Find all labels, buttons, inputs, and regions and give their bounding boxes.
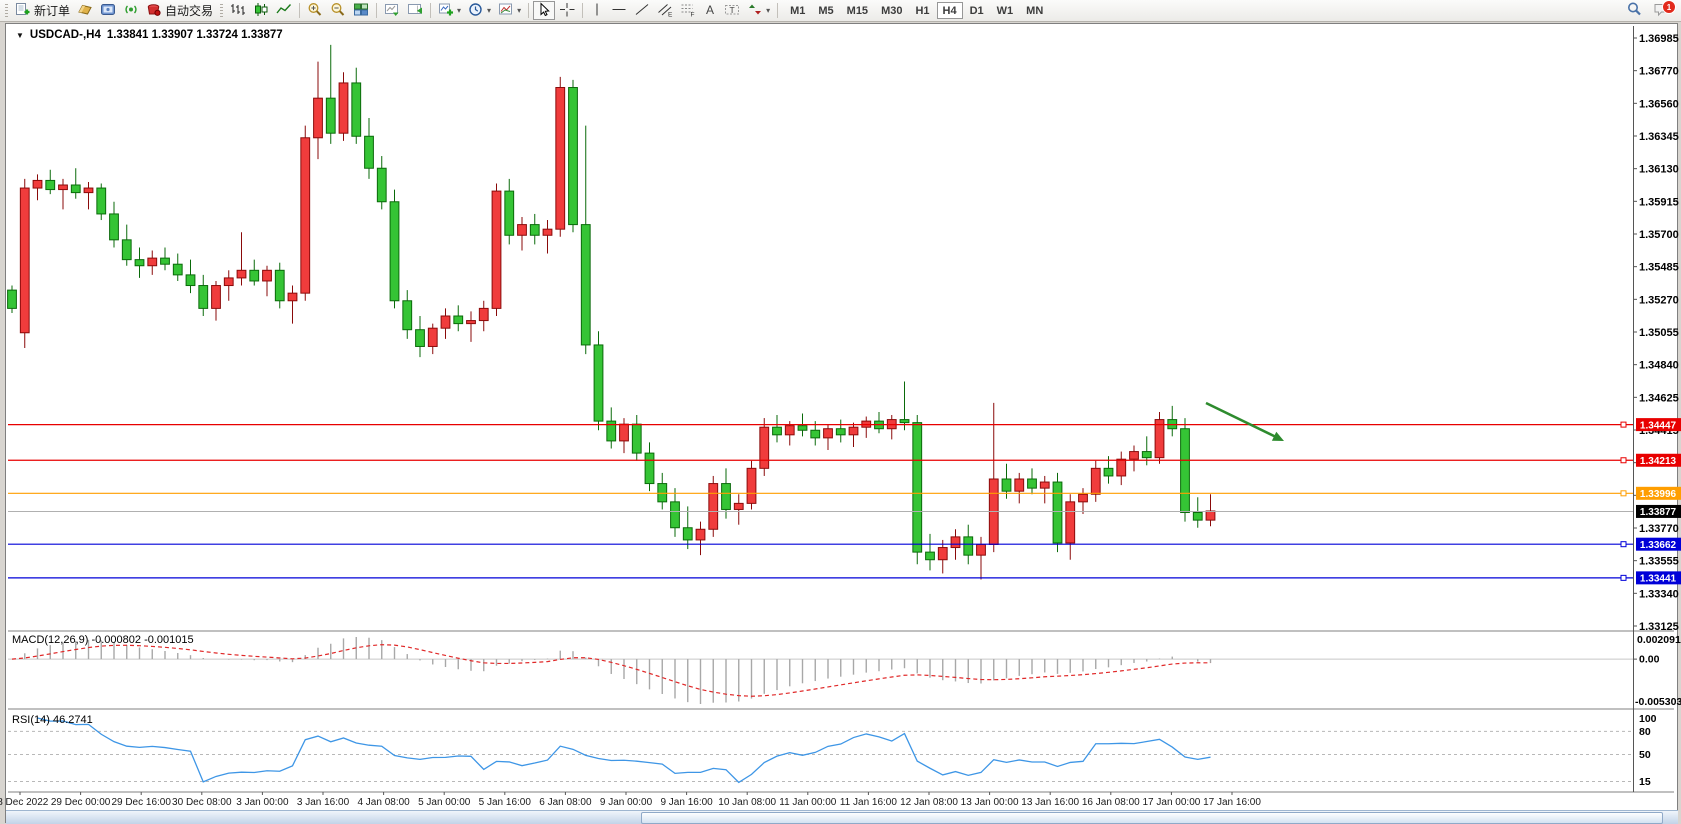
tile-windows-button[interactable] (350, 1, 372, 20)
toolbar-grip (5, 3, 8, 18)
chevron-down-icon: ▾ (766, 5, 771, 15)
signals-button[interactable] (120, 1, 142, 20)
profile-icon (77, 2, 93, 20)
auto-scroll-button[interactable] (381, 1, 403, 20)
zoom-out-button[interactable] (327, 1, 349, 20)
fibonacci-icon: F (680, 2, 696, 20)
zoom-out-icon (330, 2, 346, 20)
terminal-icon (100, 2, 116, 20)
timeframe-d1-button[interactable]: D1 (964, 2, 990, 19)
scrollbar-thumb[interactable] (641, 812, 1664, 824)
toolbar-separator (376, 3, 378, 18)
candlestick-chart-button[interactable] (250, 1, 272, 20)
crosshair-button[interactable] (556, 1, 578, 20)
horizontal-line-icon (611, 2, 627, 20)
line-chart-button[interactable] (273, 1, 295, 20)
equidistant-channel-icon: E (657, 2, 673, 20)
trendline-icon (634, 2, 650, 20)
horizontal-scrollbar[interactable] (6, 810, 1678, 824)
auto-scroll-icon (384, 2, 400, 20)
cursor-button[interactable] (533, 1, 556, 20)
chevron-down-icon: ▾ (457, 5, 462, 15)
timeframe-w1-button[interactable]: W1 (991, 2, 1020, 19)
signals-icon (123, 2, 139, 20)
text-button[interactable]: A (700, 1, 720, 20)
periods-button[interactable]: ▾ (465, 1, 494, 20)
toolbar-separator (299, 3, 301, 18)
toolbar-right-group: 1 (1623, 0, 1679, 20)
chart-window[interactable] (5, 23, 1678, 823)
toolbar-separator (430, 3, 432, 18)
timeframe-m1-button[interactable]: M1 (784, 2, 811, 19)
toolbar-separator (528, 3, 530, 18)
arrows-button[interactable]: ▾ (744, 1, 773, 20)
tile-windows-icon (353, 2, 369, 20)
bar-chart-button[interactable] (227, 1, 249, 20)
rsi-indicator-label: RSI(14) 46.2741 (12, 714, 93, 726)
periods-icon (468, 2, 484, 20)
toolbar-grip (220, 3, 224, 18)
new-order-icon (15, 2, 31, 20)
notification-badge: 1 (1662, 0, 1676, 14)
macd-indicator-label: MACD(12,26,9) -0.000802 -0.001015 (12, 634, 194, 646)
text-label-icon: T (724, 2, 740, 20)
new-order-button[interactable]: 新订单 (12, 1, 73, 20)
candlestick-chart-icon (253, 2, 269, 20)
main-toolbar: 新订单 自动交易 ▾ ▾ ▾ E F A T ▾ (0, 0, 1681, 22)
horizontal-line-button[interactable] (608, 1, 630, 20)
line-chart-icon (276, 2, 292, 20)
vertical-line-icon (590, 2, 604, 20)
chevron-down-icon: ▾ (517, 5, 522, 15)
timeframe-h4-button[interactable]: H4 (936, 2, 963, 19)
indicators-icon (438, 2, 454, 20)
zoom-in-icon (307, 2, 323, 20)
svg-text:T: T (730, 4, 735, 14)
cursor-icon (536, 1, 552, 20)
crosshair-icon (559, 2, 575, 20)
symbol-dropdown-icon[interactable]: ▼ (16, 30, 24, 40)
auto-trading-label: 自动交易 (165, 4, 214, 18)
svg-text:F: F (691, 11, 695, 17)
timeframe-h1-button[interactable]: H1 (909, 2, 935, 19)
toolbar-separator (777, 3, 779, 18)
toolbar-separator (582, 3, 584, 18)
timeframe-m5-button[interactable]: M5 (812, 2, 839, 19)
chart-title: ▼ USDCAD-,H4 1.33841 1.33907 1.33724 1.3… (16, 29, 283, 41)
svg-text:A: A (706, 3, 714, 17)
templates-button[interactable]: ▾ (495, 1, 524, 20)
indicators-button[interactable]: ▾ (435, 1, 464, 20)
templates-icon (498, 2, 514, 20)
chart-ohlc-label: 1.33841 1.33907 1.33724 1.33877 (106, 29, 283, 41)
bar-chart-icon (230, 2, 246, 20)
text-label-button[interactable]: T (721, 1, 743, 20)
search-icon (1626, 1, 1643, 20)
zoom-in-button[interactable] (304, 1, 326, 20)
timeframe-mn-button[interactable]: MN (1020, 2, 1049, 19)
profile-button[interactable] (74, 1, 96, 20)
notifications-button[interactable]: 1 (1650, 0, 1676, 20)
arrows-icon (747, 2, 763, 20)
vertical-line-button[interactable] (587, 1, 607, 20)
trendline-button[interactable] (631, 1, 653, 20)
search-button[interactable] (1623, 1, 1646, 20)
auto-trading-icon (146, 2, 162, 20)
chevron-down-icon: ▾ (487, 5, 492, 15)
chart-symbol-label: USDCAD-,H4 (29, 29, 101, 41)
chart-shift-icon (407, 2, 423, 20)
chart-shift-button[interactable] (404, 1, 426, 20)
equidistant-channel-button[interactable]: E (654, 1, 676, 20)
auto-trading-button[interactable]: 自动交易 (143, 1, 216, 20)
terminal-button[interactable] (97, 1, 119, 20)
timeframe-m15-button[interactable]: M15 (841, 2, 874, 19)
svg-text:E: E (668, 11, 673, 17)
timeframe-bar: M1 M5 M15 M30 H1 H4 D1 W1 MN (784, 2, 1049, 19)
fibonacci-button[interactable]: F (677, 1, 699, 20)
text-icon: A (703, 2, 717, 20)
new-order-label: 新订单 (34, 4, 71, 18)
timeframe-m30-button[interactable]: M30 (875, 2, 908, 19)
